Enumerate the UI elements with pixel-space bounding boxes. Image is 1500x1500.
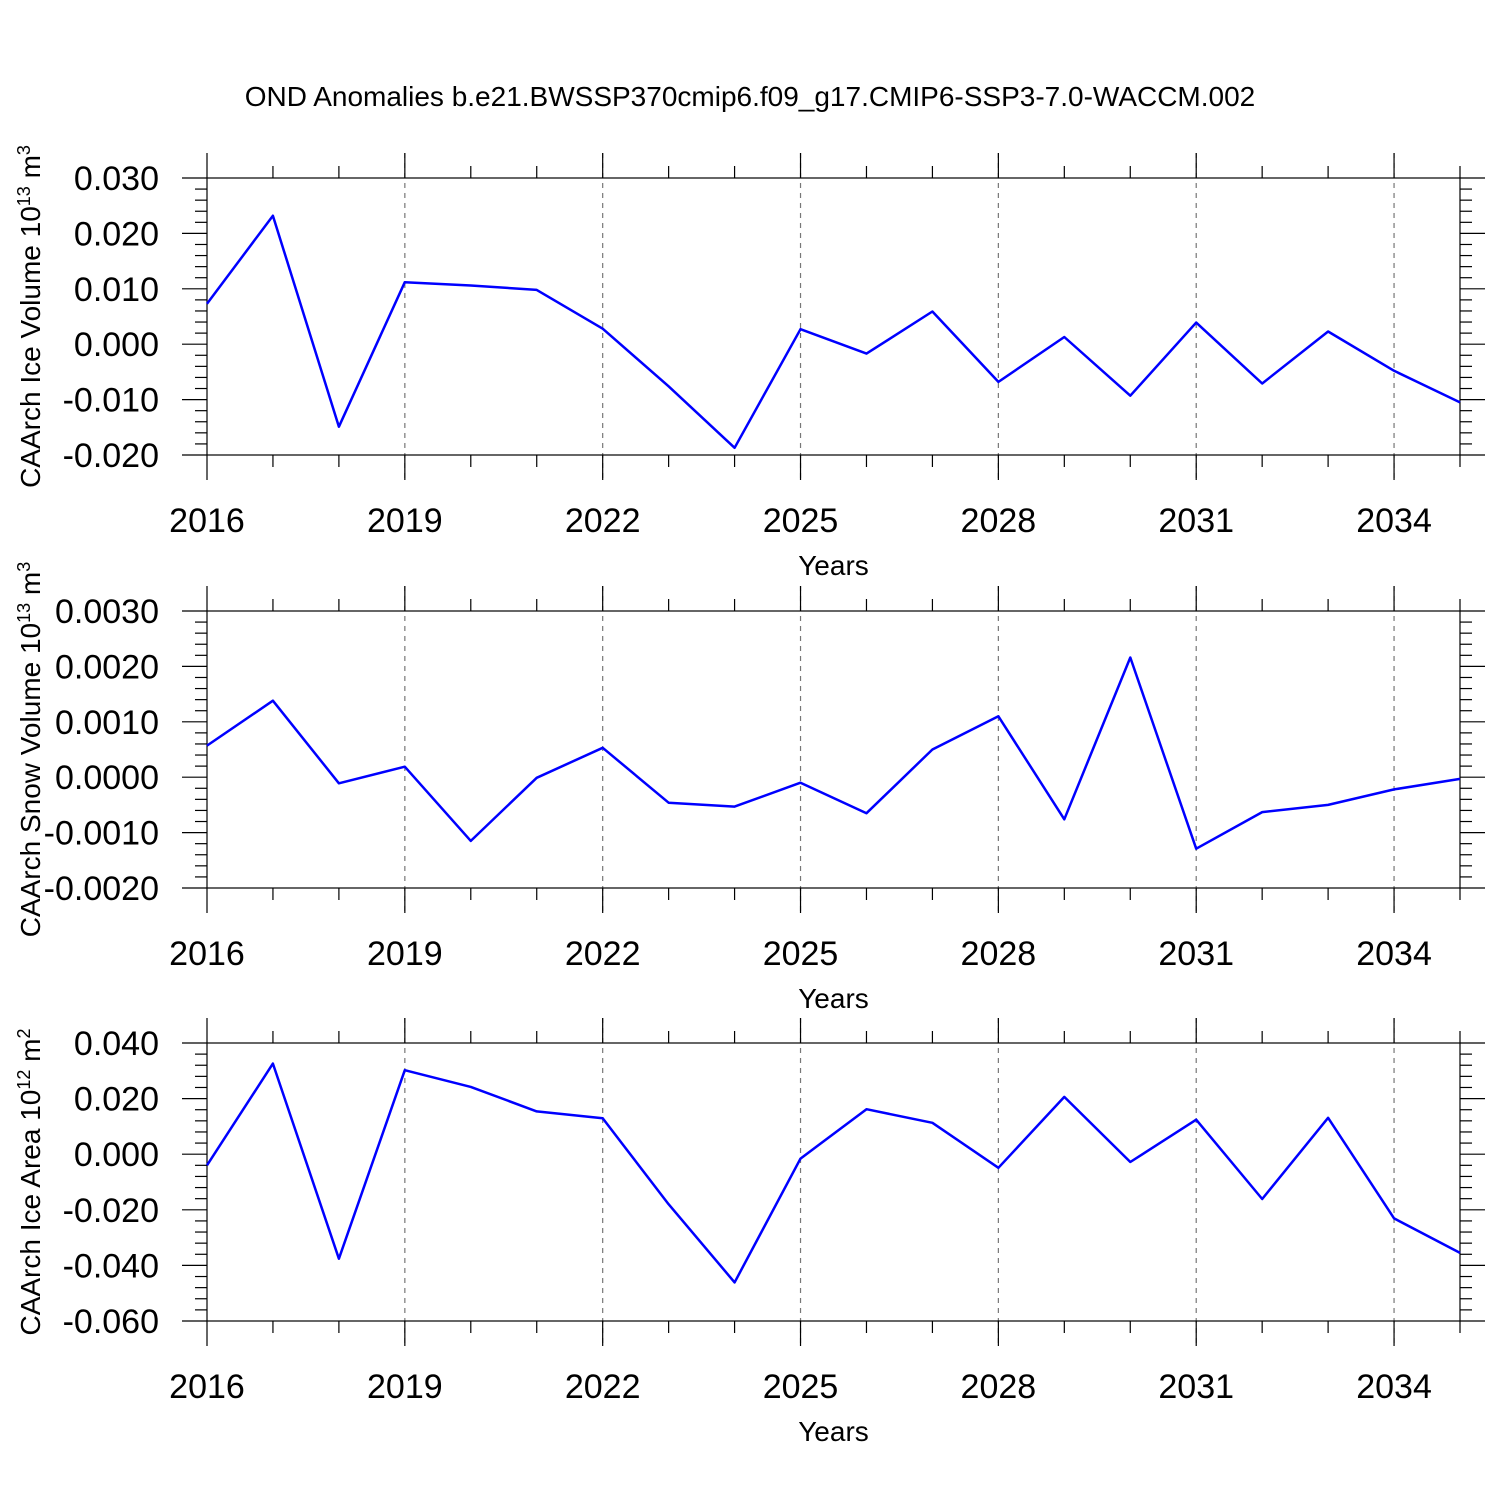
- x-tick-label: 2034: [1356, 935, 1432, 973]
- y-tick-label: -0.020: [63, 1192, 159, 1230]
- y-tick-label: -0.010: [63, 382, 159, 420]
- y-tick-label: 0.020: [74, 1081, 159, 1119]
- x-tick-label: 2022: [565, 1368, 641, 1406]
- plot-frame: [206, 610, 1461, 889]
- x-tick-label: 2034: [1356, 502, 1432, 540]
- y-tick-label: 0.000: [74, 326, 159, 364]
- y-tick-label: -0.0020: [44, 870, 159, 908]
- y-tick-label: 0.020: [74, 215, 159, 253]
- x-tick-label: 2019: [367, 935, 443, 973]
- y-axis-title: CAArch Ice Volume 1013 m3: [14, 145, 46, 488]
- x-tick-label: 2025: [763, 935, 839, 973]
- x-tick-label: 2025: [763, 1368, 839, 1406]
- x-axis-title: Years: [798, 983, 869, 1014]
- x-tick-label: 2016: [169, 935, 245, 973]
- x-tick-label: 2019: [367, 502, 443, 540]
- series-line: [205, 1062, 1461, 1284]
- y-tick-label: 0.0010: [55, 704, 159, 742]
- figure-title: OND Anomalies b.e21.BWSSP370cmip6.f09_g1…: [245, 81, 1256, 112]
- x-axis-title: Years: [798, 1416, 869, 1447]
- x-tick-label: 2031: [1158, 935, 1234, 973]
- y-axis-title: CAArch Snow Volume 1013 m3: [14, 562, 46, 938]
- x-tick-label: 2028: [961, 935, 1037, 973]
- x-tick-label: 2028: [961, 502, 1037, 540]
- y-axis-title: CAArch Ice Area 1012 m2: [14, 1028, 46, 1335]
- x-tick-label: 2031: [1158, 1368, 1234, 1406]
- x-tick-label: 2031: [1158, 502, 1234, 540]
- y-tick-label: -0.0010: [44, 815, 159, 853]
- x-tick-label: 2025: [763, 502, 839, 540]
- series-line: [206, 656, 1461, 850]
- plot-frame: [206, 1042, 1461, 1322]
- y-tick-label: 0.000: [74, 1136, 159, 1174]
- y-tick-label: 0.0030: [55, 593, 159, 631]
- y-tick-label: 0.010: [74, 271, 159, 309]
- panel-3: -0.060 -0.040 -0.020 0.000 0.020 0.040 2016 201…: [14, 1018, 1485, 1447]
- x-tick-label: 2016: [169, 1368, 245, 1406]
- x-tick-label: 2022: [565, 935, 641, 973]
- x-axis-title: Years: [798, 550, 869, 581]
- y-tick-label: 0.0020: [55, 648, 159, 686]
- panel-2: -0.0020 -0.0010 0.0000 0.0010 0.0020 0.0030 20…: [14, 562, 1485, 1014]
- y-tick-label: -0.040: [63, 1247, 159, 1285]
- y-tick-label: 0.0000: [55, 759, 159, 797]
- plot-frame: [206, 177, 1461, 456]
- x-tick-label: 2034: [1356, 1368, 1432, 1406]
- panel-1: -0.020 -0.010 0.000 0.010 0.020 0.030 2016 2019…: [14, 145, 1485, 581]
- y-tick-label: -0.020: [63, 437, 159, 475]
- series-line: [205, 214, 1461, 450]
- y-tick-label: 0.030: [74, 160, 159, 198]
- x-tick-label: 2028: [961, 1368, 1037, 1406]
- panels: -0.020 -0.010 0.000 0.010 0.020 0.030 2016 2019…: [14, 145, 1485, 1447]
- y-tick-label: 0.040: [74, 1025, 159, 1063]
- x-tick-label: 2022: [565, 502, 641, 540]
- x-tick-label: 2016: [169, 502, 245, 540]
- y-tick-label: -0.060: [63, 1303, 159, 1341]
- x-tick-label: 2019: [367, 1368, 443, 1406]
